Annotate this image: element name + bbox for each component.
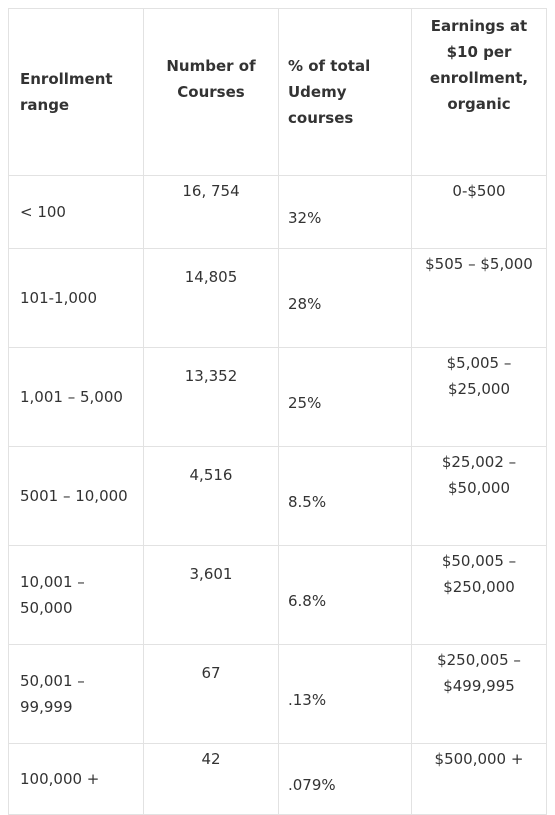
- table-cell: < 100: [8, 175, 144, 249]
- table-body: < 100 16, 754 32% 0-$500 101-1,000 14,805 28% $…: [8, 175, 547, 815]
- table-cell: 42: [143, 743, 279, 815]
- table-cell: .13%: [278, 644, 412, 744]
- table-cell: 1,001 – 5,000: [8, 347, 144, 447]
- table-cell: $50,005 – $250,000: [411, 545, 547, 645]
- table-cell: 100,000 +: [8, 743, 144, 815]
- header-cell: % of total Udemy courses: [278, 8, 412, 176]
- table-cell: .079%: [278, 743, 412, 815]
- header-cell: Number of Courses: [143, 8, 279, 176]
- table-row: 5001 – 10,000 4,516 8.5% $25,002 – $50,000: [8, 446, 547, 546]
- table-cell: 8.5%: [278, 446, 412, 546]
- table-cell: 67: [143, 644, 279, 744]
- table-cell: 28%: [278, 248, 412, 348]
- table-cell: 14,805: [143, 248, 279, 348]
- table-cell: 50,001 – 99,999: [8, 644, 144, 744]
- table-cell: 101-1,000: [8, 248, 144, 348]
- table-cell: 4,516: [143, 446, 279, 546]
- table-cell: 10,001 – 50,000: [8, 545, 144, 645]
- table-cell: 3,601: [143, 545, 279, 645]
- table-row: 50,001 – 99,999 67.13% $250,005 – $499,995: [8, 644, 547, 744]
- table-row: 101-1,000 14,805 28% $505 – $5,000: [8, 248, 547, 348]
- table-cell: $500,000 +: [411, 743, 547, 815]
- table-row: 1,001 – 5,000 13,352 25% $5,005 – $25,000: [8, 347, 547, 447]
- table-cell: 0-$500: [411, 175, 547, 249]
- table-row: 100,000 +42.079% $500,000 +: [8, 743, 547, 815]
- table-row: 10,001 – 50,000 3,601 6.8% $50,005 – $250,0…: [8, 545, 547, 645]
- table-row: < 100 16, 754 32% 0-$500: [8, 175, 547, 249]
- table-cell: 13,352: [143, 347, 279, 447]
- table-cell: 6.8%: [278, 545, 412, 645]
- header-row: Enrollment range Number of Courses % of …: [8, 8, 547, 176]
- table-cell: $25,002 – $50,000: [411, 446, 547, 546]
- table-cell: $505 – $5,000: [411, 248, 547, 348]
- enrollment-table: Enrollment range Number of Courses % of …: [8, 8, 547, 815]
- table-cell: 25%: [278, 347, 412, 447]
- page: Enrollment range Number of Courses % of …: [8, 8, 547, 815]
- table-cell: 5001 – 10,000: [8, 446, 144, 546]
- header-cell: Earnings at $10 per enrollment, organic: [411, 8, 547, 176]
- header-cell: Enrollment range: [8, 8, 144, 176]
- table-cell: 16, 754: [143, 175, 279, 249]
- table-cell: $250,005 – $499,995: [411, 644, 547, 744]
- table-cell: 32%: [278, 175, 412, 249]
- table-cell: $5,005 – $25,000: [411, 347, 547, 447]
